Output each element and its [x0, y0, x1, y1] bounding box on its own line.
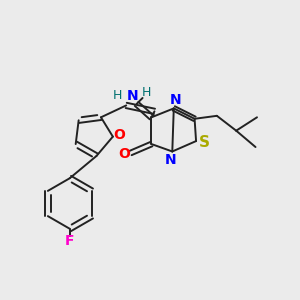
Text: F: F [65, 234, 74, 248]
Text: H: H [112, 89, 122, 102]
Text: S: S [199, 135, 210, 150]
Text: H: H [141, 86, 151, 99]
Text: N: N [169, 93, 181, 107]
Text: O: O [118, 148, 130, 161]
Text: N: N [126, 88, 138, 103]
Text: N: N [165, 153, 177, 167]
Text: O: O [113, 128, 125, 142]
